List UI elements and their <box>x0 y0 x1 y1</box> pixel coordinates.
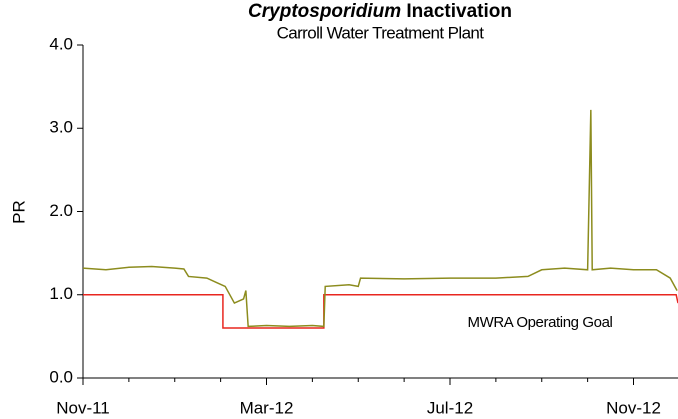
annotation: MWRA Operating Goal <box>468 314 613 331</box>
y-tick-label: 1.0 <box>49 284 73 303</box>
series-line <box>82 109 678 328</box>
y-tick-label: 2.0 <box>49 201 73 220</box>
title-rest: Inactivation <box>406 1 512 22</box>
y-tick-label: 4.0 <box>49 34 73 53</box>
y-tick-label: 3.0 <box>49 118 73 137</box>
x-tick-label: Nov-12 <box>606 398 661 417</box>
x-tick-label: Nov-11 <box>56 398 110 417</box>
y-tick-label: 0.0 <box>49 367 73 386</box>
series-line <box>83 294 678 329</box>
chart-subtitle: Carroll Water Treatment Plant <box>277 23 485 42</box>
x-tick-label: Mar-12 <box>240 398 294 417</box>
chart-title: Cryptosporidium Inactivation <box>248 1 512 22</box>
x-tick-label: Jul-12 <box>427 398 473 417</box>
title-italic: Cryptosporidium <box>248 1 401 22</box>
y-axis-label: PR <box>9 200 28 224</box>
